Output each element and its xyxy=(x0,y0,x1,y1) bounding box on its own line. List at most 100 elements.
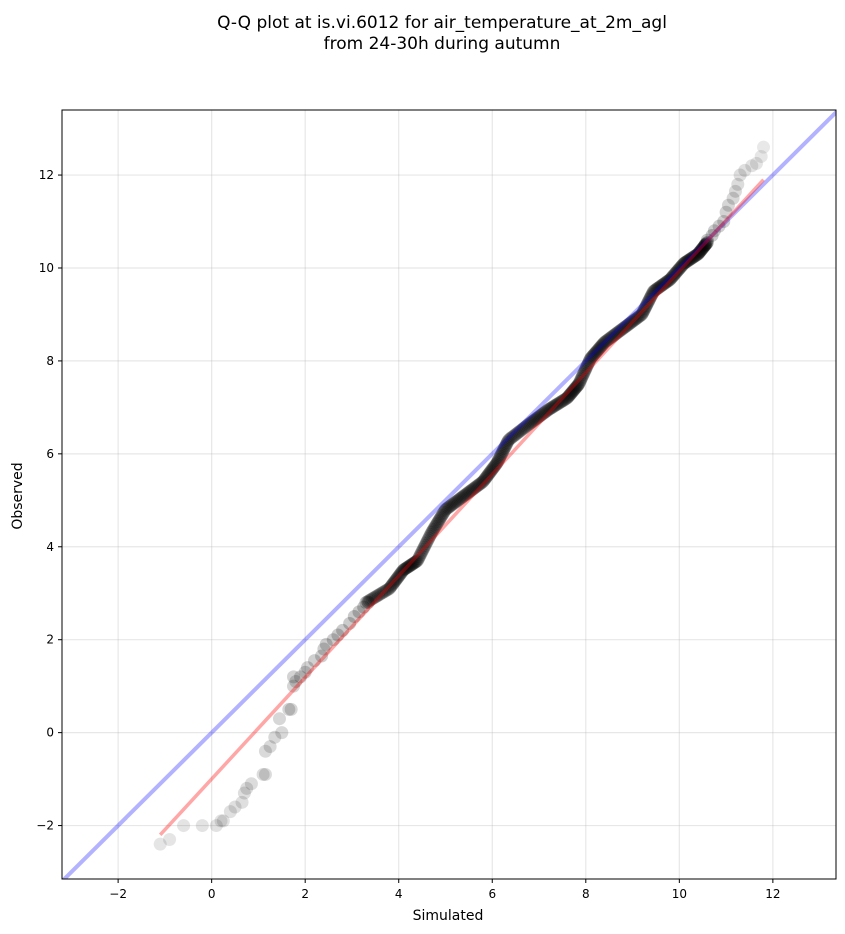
data-point xyxy=(589,345,603,359)
data-point xyxy=(693,245,707,259)
data-point xyxy=(347,609,361,623)
data-point xyxy=(646,284,660,298)
data-point xyxy=(429,518,443,532)
data-point xyxy=(586,349,600,363)
data-point xyxy=(564,386,578,400)
data-point xyxy=(272,712,286,726)
data-point xyxy=(461,486,475,500)
data-point xyxy=(501,434,515,448)
data-point xyxy=(414,546,428,560)
data-point xyxy=(417,540,431,554)
data-point xyxy=(195,819,209,833)
data-point xyxy=(540,404,554,418)
data-point xyxy=(578,362,592,376)
data-point xyxy=(639,300,653,314)
data-point xyxy=(611,325,625,339)
data-point xyxy=(700,233,714,247)
data-point xyxy=(665,271,679,285)
data-point xyxy=(482,467,496,481)
data-point xyxy=(362,594,376,608)
data-point xyxy=(256,767,270,781)
data-point xyxy=(650,282,664,296)
data-point xyxy=(494,448,508,462)
data-point xyxy=(568,382,582,396)
data-point xyxy=(376,585,390,599)
data-point xyxy=(575,371,589,385)
data-point xyxy=(381,582,395,596)
data-point xyxy=(600,334,614,348)
data-point xyxy=(643,292,657,306)
data-point xyxy=(388,574,402,588)
data-point xyxy=(504,431,518,445)
data-point xyxy=(383,580,397,594)
data-point xyxy=(476,474,490,488)
data-point xyxy=(413,548,427,562)
data-point xyxy=(569,380,583,394)
data-point xyxy=(565,385,579,399)
data-point xyxy=(389,573,403,587)
data-point xyxy=(738,163,752,177)
data-point xyxy=(424,527,438,541)
data-point xyxy=(382,582,396,596)
y-axis-label: Observed xyxy=(10,462,26,529)
data-point xyxy=(343,616,357,630)
y-tick-label: 8 xyxy=(46,354,54,368)
data-point xyxy=(367,591,381,605)
data-point xyxy=(587,348,601,362)
data-point xyxy=(399,561,413,575)
data-point xyxy=(397,562,411,576)
data-point xyxy=(289,675,303,689)
data-point xyxy=(561,390,575,404)
data-point xyxy=(571,378,585,392)
data-point xyxy=(493,451,507,465)
data-point xyxy=(533,409,547,423)
data-point xyxy=(689,248,703,262)
y-tick-label: 0 xyxy=(46,726,54,740)
data-point xyxy=(433,512,447,526)
data-point xyxy=(412,550,426,564)
data-point xyxy=(657,277,671,291)
data-point xyxy=(757,140,771,154)
data-point xyxy=(640,297,654,311)
data-point xyxy=(153,837,167,851)
data-point xyxy=(535,408,549,422)
x-tick-label: 12 xyxy=(765,887,780,901)
data-point xyxy=(695,242,709,256)
data-point xyxy=(470,479,484,493)
data-point xyxy=(368,590,382,604)
data-point xyxy=(512,425,526,439)
data-point xyxy=(691,247,705,261)
data-point xyxy=(542,402,556,416)
data-point xyxy=(515,423,529,437)
data-point xyxy=(673,261,687,275)
data-point xyxy=(177,819,191,833)
data-point xyxy=(317,642,331,656)
data-point xyxy=(595,338,609,352)
data-point xyxy=(538,405,552,419)
y-tick-label: −2 xyxy=(36,819,54,833)
data-point xyxy=(598,335,612,349)
data-point xyxy=(474,476,488,490)
data-point xyxy=(486,462,500,476)
data-point xyxy=(581,357,595,371)
data-point xyxy=(680,255,694,269)
data-point xyxy=(513,424,527,438)
data-point xyxy=(436,507,450,521)
data-point xyxy=(431,515,445,529)
data-point xyxy=(454,491,468,505)
data-point xyxy=(487,461,501,475)
data-point xyxy=(430,516,444,530)
data-point xyxy=(453,492,467,506)
data-point xyxy=(235,795,249,809)
data-point xyxy=(480,469,494,483)
data-point xyxy=(580,359,594,373)
data-point xyxy=(463,485,477,499)
data-point xyxy=(615,323,629,337)
data-point xyxy=(421,533,435,547)
data-point xyxy=(651,281,665,295)
data-point xyxy=(555,395,569,409)
data-point xyxy=(553,395,567,409)
data-point xyxy=(697,240,711,254)
data-point xyxy=(690,248,704,262)
data-point xyxy=(602,332,616,346)
